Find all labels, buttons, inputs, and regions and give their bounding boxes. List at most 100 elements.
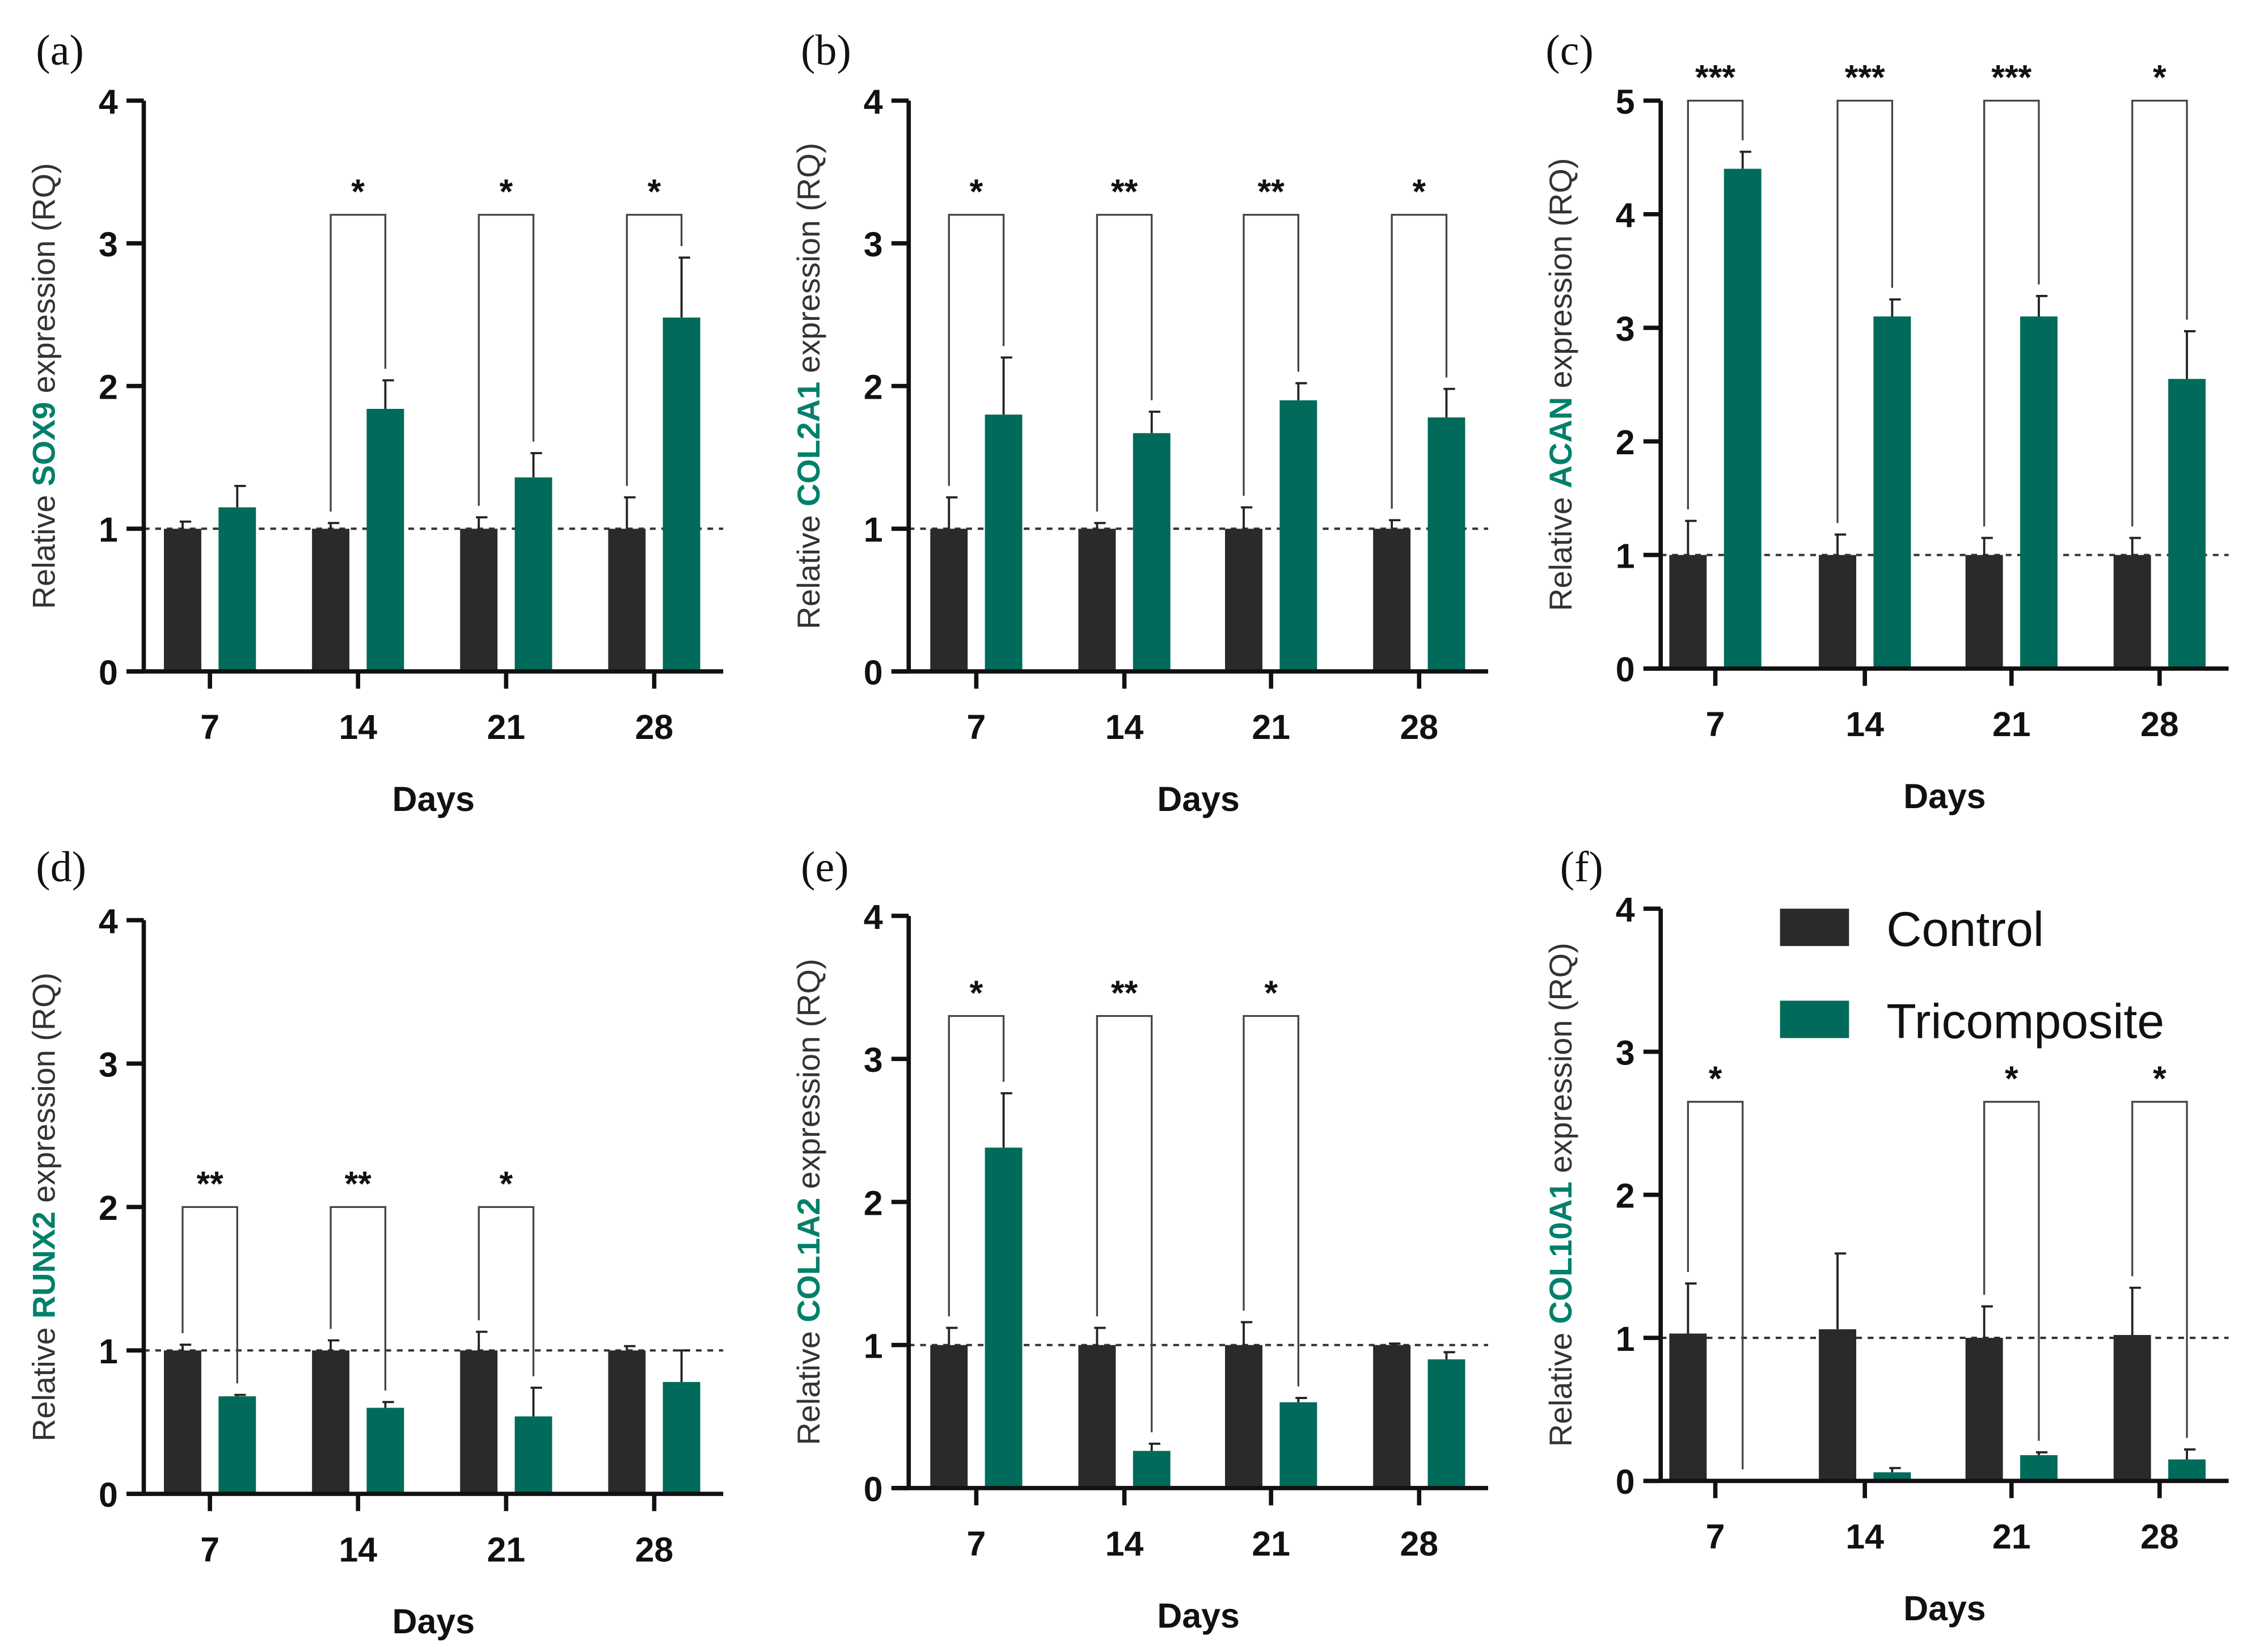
y-tick-label: 2 bbox=[1616, 1177, 1635, 1215]
y-title-suffix: expression (RQ) bbox=[791, 143, 826, 373]
significance-bracket bbox=[2131, 99, 2188, 527]
bar-tricomposite-day-7 bbox=[218, 1396, 256, 1494]
y-tick-label: 0 bbox=[99, 653, 118, 692]
bar-tricomposite-day-28 bbox=[1427, 417, 1465, 671]
y-title-suffix: expression (RQ) bbox=[26, 973, 61, 1203]
bar-control-day-14 bbox=[1078, 1345, 1116, 1488]
y-axis-title: Relative COL10A1 expression (RQ) bbox=[1543, 943, 1578, 1447]
y-tick-label: 4 bbox=[99, 902, 118, 940]
y-tick-label: 5 bbox=[1616, 82, 1635, 121]
panel-label: (c) bbox=[1545, 27, 1593, 74]
x-tick-label: 14 bbox=[339, 1530, 377, 1569]
significance-bracket bbox=[478, 214, 535, 506]
y-axis-title: Relative COL1A2 expression (RQ) bbox=[791, 959, 826, 1446]
bar-tricomposite-day-21 bbox=[514, 477, 552, 671]
y-tick-label: 3 bbox=[1616, 1033, 1635, 1072]
significance-label: * bbox=[648, 172, 661, 210]
y-tick-label: 3 bbox=[1616, 310, 1635, 348]
significance-bracket bbox=[1836, 99, 1894, 523]
significance-label: * bbox=[970, 973, 983, 1012]
significance-bracket bbox=[1391, 214, 1448, 509]
bar-tricomposite-day-14 bbox=[366, 1408, 404, 1494]
panel-label: (f) bbox=[1560, 843, 1603, 891]
legend-label-control: Control bbox=[1886, 902, 2044, 957]
bar-tricomposite-day-14 bbox=[1133, 433, 1171, 671]
bar-control-day-21 bbox=[460, 1350, 498, 1494]
y-tick-label: 0 bbox=[1616, 650, 1635, 689]
bar-control-day-28 bbox=[2113, 1335, 2151, 1481]
bar-control-day-7 bbox=[1669, 555, 1707, 669]
y-title-suffix: expression (RQ) bbox=[1543, 943, 1578, 1173]
x-tick-label: 21 bbox=[1252, 1524, 1290, 1563]
y-tick-label: 4 bbox=[1616, 890, 1635, 929]
bar-tricomposite-day-7 bbox=[985, 1147, 1023, 1488]
x-tick-label: 14 bbox=[1105, 708, 1144, 746]
bar-tricomposite-day-21 bbox=[514, 1416, 552, 1494]
significance-label: * bbox=[1412, 172, 1426, 210]
panel-label: (b) bbox=[801, 27, 851, 74]
x-tick-label: 14 bbox=[1845, 705, 1884, 743]
bar-tricomposite-day-21 bbox=[2020, 1455, 2058, 1481]
x-axis-title: Days bbox=[1903, 1589, 1986, 1628]
y-axis-title: Relative SOX9 expression (RQ) bbox=[26, 163, 61, 609]
significance-bracket bbox=[1243, 214, 1299, 496]
x-tick-label: 7 bbox=[1706, 705, 1725, 743]
x-tick-label: 28 bbox=[1400, 1524, 1438, 1563]
significance-label: * bbox=[1709, 1059, 1722, 1098]
significance-bracket bbox=[1983, 99, 2040, 527]
x-tick-label: 28 bbox=[635, 1530, 674, 1569]
y-tick-label: 3 bbox=[864, 1041, 883, 1079]
y-axis-title: Relative COL2A1 expression (RQ) bbox=[791, 143, 826, 629]
significance-label: * bbox=[2153, 58, 2166, 96]
panel-f: (f) * * * 0 1 2 3 4 7 14 21 28 Days Relative COL10A1 exp… bbox=[1543, 843, 2229, 1628]
y-title-suffix: expression (RQ) bbox=[1543, 158, 1578, 388]
y-title-suffix: expression (RQ) bbox=[791, 959, 826, 1189]
significance-bracket bbox=[330, 214, 387, 512]
x-axis-title: Days bbox=[392, 1602, 475, 1641]
y-tick-label: 3 bbox=[99, 225, 118, 264]
y-title-prefix: Relative bbox=[791, 515, 826, 629]
x-tick-label: 14 bbox=[1105, 1524, 1144, 1563]
x-tick-label: 21 bbox=[1252, 708, 1290, 746]
x-tick-label: 28 bbox=[2140, 705, 2179, 743]
y-tick-label: 4 bbox=[99, 82, 118, 121]
y-tick-label: 1 bbox=[99, 510, 118, 549]
x-tick-label: 28 bbox=[2140, 1517, 2179, 1556]
legend-swatch-control bbox=[1780, 909, 1849, 947]
bar-tricomposite-day-28 bbox=[2168, 379, 2206, 669]
significance-bracket bbox=[1096, 1015, 1153, 1433]
bar-tricomposite-day-7 bbox=[1724, 168, 1762, 669]
x-tick-label: 7 bbox=[967, 708, 986, 746]
bar-control-day-14 bbox=[1819, 1329, 1857, 1481]
y-tick-label: 0 bbox=[864, 1470, 883, 1509]
y-tick-label: 1 bbox=[99, 1332, 118, 1371]
legend-swatch-tricomposite bbox=[1780, 1000, 1849, 1038]
bar-tricomposite-day-7 bbox=[985, 415, 1023, 671]
significance-label: * bbox=[351, 172, 365, 210]
panel-label: (e) bbox=[801, 843, 848, 891]
y-title-gene: SOX9 bbox=[26, 402, 61, 487]
x-tick-label: 14 bbox=[1845, 1517, 1884, 1556]
legend-label-tricomposite: Tricomposite bbox=[1886, 994, 2164, 1049]
x-tick-label: 21 bbox=[1992, 705, 2031, 743]
y-tick-label: 2 bbox=[864, 1184, 883, 1222]
significance-label: *** bbox=[1845, 58, 1885, 96]
bar-tricomposite-day-21 bbox=[1279, 1402, 1317, 1488]
bar-control-day-14 bbox=[312, 1350, 350, 1494]
x-tick-label: 28 bbox=[1400, 708, 1438, 746]
y-tick-label: 1 bbox=[1616, 536, 1635, 575]
significance-bracket bbox=[478, 1206, 535, 1376]
bar-control-day-28 bbox=[608, 529, 646, 671]
significance-label: * bbox=[500, 1164, 513, 1203]
y-tick-label: 3 bbox=[99, 1045, 118, 1084]
bar-control-day-7 bbox=[164, 529, 201, 671]
y-tick-label: 0 bbox=[864, 653, 883, 692]
y-title-prefix: Relative bbox=[26, 495, 61, 609]
x-axis-title: Days bbox=[1157, 1596, 1239, 1635]
y-axis-title: Relative RUNX2 expression (RQ) bbox=[26, 973, 61, 1442]
bar-control-day-28 bbox=[608, 1350, 646, 1494]
